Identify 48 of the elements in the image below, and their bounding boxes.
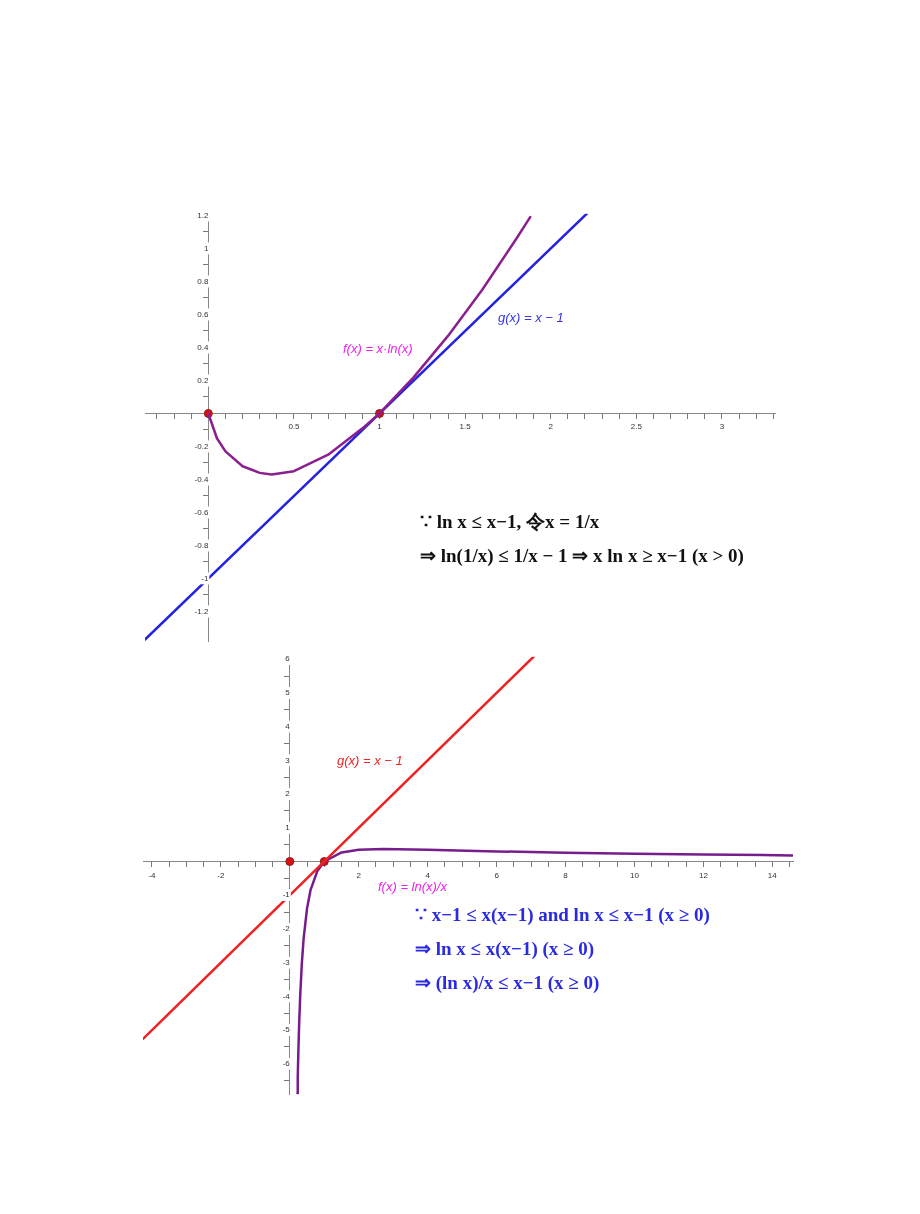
y-tick-label: -4 [282, 991, 291, 1001]
x-tick-label: 1 [377, 422, 383, 432]
y-tick-label: -6 [282, 1059, 291, 1069]
y-tick-label: -1 [201, 573, 209, 583]
x-tick-label: 0.5 [288, 422, 301, 432]
x-tick-label: 8 [563, 870, 569, 880]
annotation: ⇒ ln(1/x) ≤ 1/x − 1 ⇒ x ln x ≥ x−1 (x > 0) [420, 544, 744, 568]
y-tick-label: 3 [285, 755, 291, 765]
annotation: g(x) = x − 1 [498, 310, 564, 325]
annotation: f(x) = x·ln(x) [343, 341, 413, 356]
annotation: ⇒ ln x ≤ x(x−1) (x ≥ 0) [415, 937, 596, 961]
y-tick-label: -0.8 [194, 540, 209, 550]
y-tick-label: 1 [285, 822, 291, 832]
x-tick-label: -4 [148, 870, 157, 880]
x-tick-label: 3 [719, 422, 725, 432]
y-tick-label: 0.4 [197, 342, 209, 352]
y-tick-label: -1.2 [194, 606, 209, 616]
y-tick-label: 5 [285, 688, 291, 698]
y-tick-label: -0.4 [194, 474, 209, 484]
y-tick-label: -2 [282, 924, 291, 934]
annotation: ∵ x−1 ≤ x(x−1) and ln x ≤ x−1 (x ≥ 0) [415, 903, 710, 927]
y-tick-label: 6 [285, 654, 291, 664]
y-tick-label: -0.2 [194, 441, 209, 451]
y-tick-label: 1 [203, 243, 209, 253]
y-tick-label: -5 [282, 1025, 291, 1035]
x-tick-label: 14 [767, 870, 778, 880]
y-tick-label: 4 [285, 721, 291, 731]
y-tick-label: -1 [282, 890, 291, 900]
y-tick-label: 0.6 [197, 309, 209, 319]
y-tick-label: -3 [282, 957, 291, 967]
x-tick-label: 12 [698, 870, 709, 880]
x-tick-label: 2.5 [630, 422, 643, 432]
x-tick-label: -2 [217, 870, 225, 880]
annotation: ⇒ (ln x)/x ≤ x−1 (x ≥ 0) [415, 971, 601, 995]
y-tick-label: 1.2 [197, 210, 209, 220]
x-tick-label: 6 [494, 870, 500, 880]
annotation: f(x) = ln(x)/x [378, 879, 447, 894]
annotation: ∵ ln x ≤ x−1, 令x = 1/x [420, 510, 601, 534]
x-tick-label: 1.5 [459, 422, 472, 432]
y-tick-label: 2 [285, 789, 291, 799]
y-tick-label: 0.8 [197, 276, 209, 286]
x-tick-label: 2 [356, 870, 362, 880]
x-tick-label: 2 [548, 422, 554, 432]
x-tick-label: 4 [425, 870, 431, 880]
y-tick-label: 0.2 [197, 375, 209, 385]
y-tick-label: -0.6 [194, 507, 209, 517]
x-tick-label: 10 [630, 870, 640, 880]
annotation: g(x) = x − 1 [337, 753, 403, 768]
